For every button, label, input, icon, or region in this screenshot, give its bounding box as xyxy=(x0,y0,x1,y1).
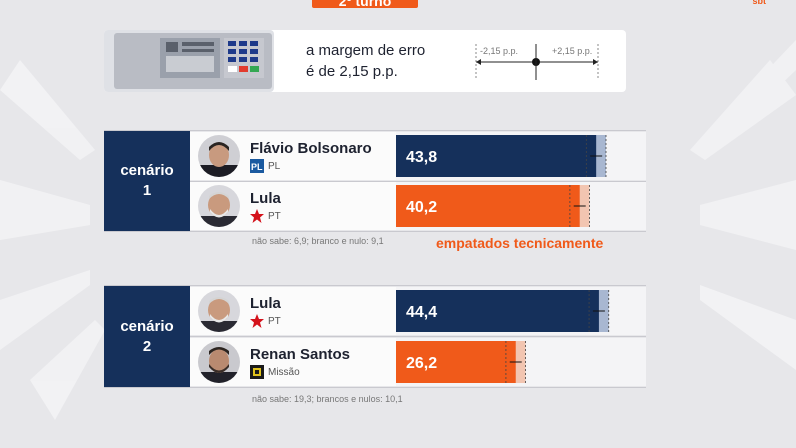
candidate-avatar xyxy=(198,341,240,383)
divider xyxy=(190,181,646,182)
neg-margin-label: -2,15 p.p. xyxy=(480,46,519,56)
party: PT xyxy=(250,209,281,223)
candidate-row: Lula PT xyxy=(190,287,396,335)
divider xyxy=(104,130,646,131)
scenario-1-label: cenário 1 xyxy=(104,131,190,231)
candidate-name: Flávio Bolsonaro xyxy=(250,140,372,157)
margin-line-2: é de 2,15 p.p. xyxy=(306,63,398,80)
bar-value-label: 44,4 xyxy=(406,304,437,321)
undecided-note: não sabe: 6,9; branco e nulo: 9,1 xyxy=(252,236,384,246)
candidate-avatar xyxy=(198,290,240,332)
margin-line-1: a margem de erro xyxy=(306,42,426,59)
party: PT xyxy=(250,314,281,328)
party: PL PL xyxy=(250,159,280,173)
person-photo-icon xyxy=(198,341,240,383)
candidate-avatar xyxy=(198,135,240,177)
bar xyxy=(396,341,516,383)
round-tag: 2º turno xyxy=(312,0,418,9)
candidate-avatar xyxy=(198,185,240,227)
divider xyxy=(190,336,646,337)
candidate-name: Lula xyxy=(250,190,281,207)
pt-star-icon xyxy=(250,209,264,223)
person-photo-icon xyxy=(198,290,240,332)
broadcaster-logo: sbt xyxy=(752,0,767,6)
pl-logo-icon: PL xyxy=(250,159,264,173)
bar xyxy=(396,290,599,332)
party-name: PT xyxy=(268,315,281,327)
missao-logo-icon xyxy=(250,365,264,379)
divider xyxy=(104,387,646,388)
undecided-note: não sabe: 19,3; brancos e nulos: 10,1 xyxy=(252,394,403,404)
party-name: PT xyxy=(268,210,281,222)
scenario-label-text: cenário xyxy=(120,317,174,335)
bar xyxy=(396,135,597,177)
bar-value-label: 40,2 xyxy=(406,199,437,216)
technical-tie-label: empatados tecnicamente xyxy=(436,235,604,251)
error-scale: -2,15 p.p. +2,15 p.p. xyxy=(470,40,610,84)
scenario-number: 2 xyxy=(142,337,152,355)
scenario-number: 1 xyxy=(142,182,152,199)
person-photo-icon xyxy=(198,135,240,177)
person-photo-icon xyxy=(198,185,240,227)
ballot-box-icon xyxy=(104,30,274,92)
party: Missão xyxy=(250,365,300,379)
pos-margin-label: +2,15 p.p. xyxy=(552,46,593,56)
candidate-name: Renan Santos xyxy=(250,346,351,363)
candidate-row: Flávio Bolsonaro PL PL xyxy=(190,132,396,180)
divider xyxy=(104,231,646,232)
party-name: Missão xyxy=(268,366,300,378)
divider xyxy=(104,285,646,286)
svg-text:PL: PL xyxy=(251,162,263,172)
candidate-name: Lula xyxy=(250,295,281,312)
bar-value-label: 26,2 xyxy=(406,355,437,372)
candidate-row: Lula PT xyxy=(190,182,396,230)
margin-of-error-text: a margem de erro é de 2,15 p.p. xyxy=(306,40,456,82)
bar-value-label: 43,8 xyxy=(406,149,437,166)
bar xyxy=(396,185,580,227)
pt-star-icon xyxy=(250,314,264,328)
scenario-label-text: cenário xyxy=(120,162,174,179)
scenario-2-label: cenário 2 xyxy=(104,286,190,387)
error-scale-graphic xyxy=(475,44,599,80)
party-name: PL xyxy=(268,160,281,172)
candidate-row: Renan Santos Missão xyxy=(190,338,396,386)
